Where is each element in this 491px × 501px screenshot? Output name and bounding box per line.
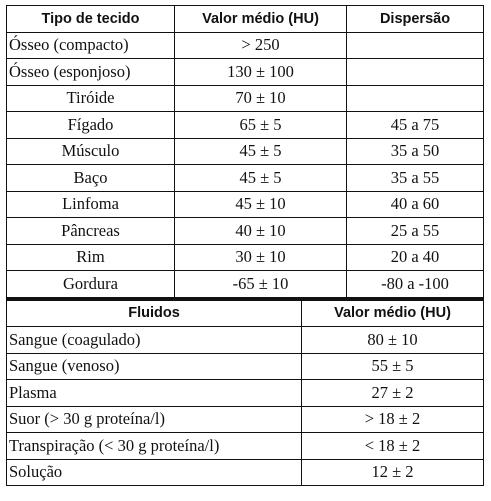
fluid-name: Plasma [6,379,302,407]
fluid-table: Fluidos Valor médio (HU) Sangue (coagula… [6,297,484,487]
fluid-table-header-row: Fluidos Valor médio (HU) [6,297,484,327]
tissue-name: Tiróide [6,84,175,112]
tissue-mean-value: 65 ± 5 [174,111,347,139]
mean-value-header: Valor médio (HU) [174,5,347,33]
table-row: Plasma 27 ± 2 [6,379,484,407]
fluid-mean-value: 55 ± 5 [301,352,484,380]
table-row: Rim 30 ± 10 20 a 40 [6,243,484,271]
tissue-dispersion: 40 a 60 [346,190,484,218]
tissue-dispersion [346,84,484,112]
tissue-name: Baço [6,164,175,192]
tissue-name: Ósseo (compacto) [6,31,175,59]
tissue-mean-value: -65 ± 10 [174,270,347,298]
tissue-name: Músculo [6,137,175,165]
table-row: Sangue (coagulado) 80 ± 10 [6,326,484,354]
tissue-dispersion: 20 a 40 [346,243,484,271]
table-row: Sangue (venoso) 55 ± 5 [6,352,484,380]
tissue-mean-value: 45 ± 5 [174,164,347,192]
tissue-mean-value: 40 ± 10 [174,217,347,245]
table-row: Pâncreas 40 ± 10 25 a 55 [6,217,484,245]
fluid-name: Suor (> 30 g proteína/l) [6,405,302,433]
tissue-dispersion [346,31,484,59]
tissue-name: Gordura [6,270,175,298]
tissue-name: Ósseo (esponjoso) [6,58,175,86]
table-row: Ósseo (esponjoso) 130 ± 100 [6,58,484,86]
fluid-mean-value: 80 ± 10 [301,326,484,354]
tissue-table: Tipo de tecido Valor médio (HU) Dispersã… [6,5,484,298]
table-row: Gordura -65 ± 10 -80 a -100 [6,270,484,298]
tissue-name: Linfoma [6,190,175,218]
tissue-name: Fígado [6,111,175,139]
tissue-table-header-row: Tipo de tecido Valor médio (HU) Dispersã… [6,5,484,33]
tissue-dispersion [346,58,484,86]
table-row: Solução 12 ± 2 [6,458,484,486]
fluid-name: Sangue (venoso) [6,352,302,380]
table-row: Baço 45 ± 5 35 a 55 [6,164,484,192]
table-row: Linfoma 45 ± 10 40 a 60 [6,190,484,218]
tissue-dispersion: -80 a -100 [346,270,484,298]
table-row: Fígado 65 ± 5 45 a 75 [6,111,484,139]
tissue-dispersion: 35 a 50 [346,137,484,165]
table-row: Músculo 45 ± 5 35 a 50 [6,137,484,165]
tissue-mean-value: 130 ± 100 [174,58,347,86]
table-row: Ósseo (compacto) > 250 [6,31,484,59]
fluid-mean-value-header: Valor médio (HU) [301,297,484,327]
table-row: Tiróide 70 ± 10 [6,84,484,112]
fluid-name: Transpiração (< 30 g proteína/l) [6,432,302,460]
tissue-name: Pâncreas [6,217,175,245]
fluid-mean-value: > 18 ± 2 [301,405,484,433]
tissue-mean-value: 45 ± 5 [174,137,347,165]
tissue-dispersion: 25 a 55 [346,217,484,245]
fluid-mean-value: 12 ± 2 [301,458,484,486]
tissue-dispersion: 45 a 75 [346,111,484,139]
fluid-mean-value: 27 ± 2 [301,379,484,407]
fluid-mean-value: < 18 ± 2 [301,432,484,460]
tissue-mean-value: > 250 [174,31,347,59]
table-row: Transpiração (< 30 g proteína/l) < 18 ± … [6,432,484,460]
tissue-mean-value: 45 ± 10 [174,190,347,218]
fluid-name: Solução [6,458,302,486]
tissue-mean-value: 70 ± 10 [174,84,347,112]
fluids-header: Fluidos [6,297,302,327]
tissue-mean-value: 30 ± 10 [174,243,347,271]
tissue-name: Rim [6,243,175,271]
tissue-dispersion: 35 a 55 [346,164,484,192]
fluid-name: Sangue (coagulado) [6,326,302,354]
dispersion-header: Dispersão [346,5,484,33]
table-row: Suor (> 30 g proteína/l) > 18 ± 2 [6,405,484,433]
tissue-type-header: Tipo de tecido [6,5,175,33]
hu-reference-tables: Tipo de tecido Valor médio (HU) Dispersã… [6,5,484,494]
